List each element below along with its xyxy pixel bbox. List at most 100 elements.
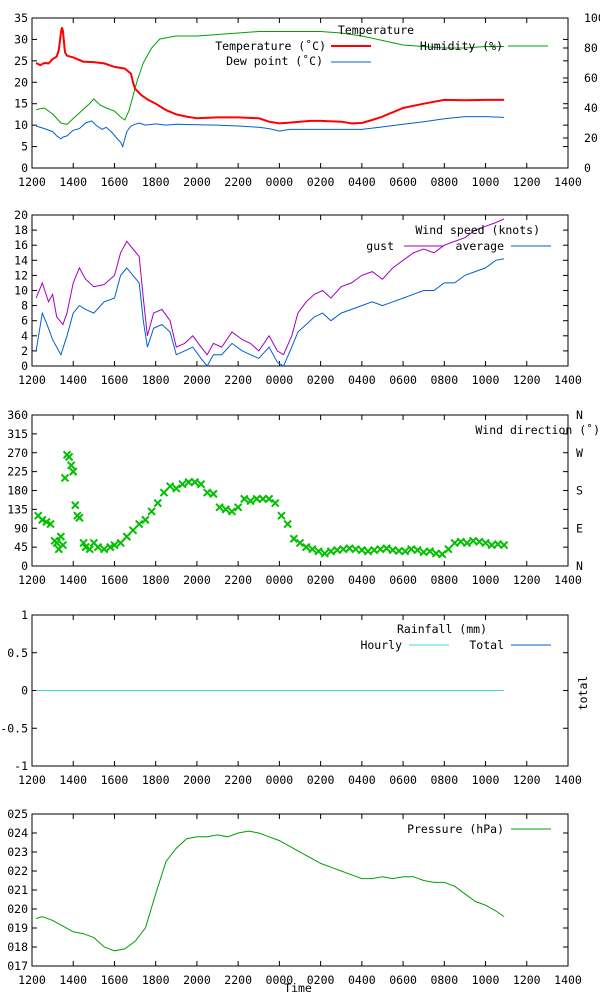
y-tick-label: 180 [7, 484, 28, 498]
legend-label-dew-point: Dew point (˚C) [226, 53, 323, 68]
wind-direction-point [308, 545, 317, 554]
wind-direction-point [233, 503, 243, 512]
y-tick-label: 5 [21, 140, 28, 154]
wind-direction-point [264, 494, 274, 504]
wind-direction-point [431, 549, 441, 558]
x-tick-label: 0400 [348, 175, 376, 189]
x-tick-label: 2000 [183, 573, 211, 587]
wind-direction-point [289, 534, 299, 543]
wind-direction-point [46, 519, 55, 529]
wind-direction-point [184, 477, 193, 487]
y-tick-label: 8 [21, 299, 28, 313]
y-tick-label: 018 [7, 940, 28, 954]
wind-direction-point [382, 544, 391, 553]
x-tick-label: 1400 [554, 175, 582, 189]
wind-direction-point [178, 480, 187, 489]
chart-title: Temperature [338, 23, 414, 37]
y-tick-label: 1 [21, 608, 28, 622]
wind-direction-point [271, 498, 280, 508]
wind-direction-point [320, 549, 329, 558]
x-tick-label: 2200 [224, 175, 252, 189]
x-tick-label: 2200 [224, 773, 252, 787]
x-tick-label: 0200 [307, 973, 335, 987]
x-tick-label: 1600 [101, 973, 129, 987]
legend-label-average: average [456, 239, 505, 253]
y2-tick-label: 0 [584, 161, 591, 175]
x-tick-label: 0400 [348, 973, 376, 987]
x-tick-label: 1000 [472, 573, 500, 587]
x-tick-label: 1200 [18, 573, 46, 587]
wind-direction-point [38, 515, 47, 525]
x-tick-label: 1400 [59, 973, 87, 987]
wind-direction-point [400, 547, 410, 556]
wind-direction-point [339, 545, 348, 554]
temperature-line [35, 27, 505, 125]
wind-direction-point [153, 498, 162, 508]
wind-direction-point [407, 545, 416, 554]
legend-label-pressure: Pressure (hPa) [407, 822, 504, 836]
wind-direction-point [425, 547, 435, 556]
y-tick-label: 16 [14, 238, 28, 252]
x-tick-label: 1800 [142, 573, 170, 587]
wind-direction-point [75, 513, 84, 522]
y2-tick-label: 100 [584, 11, 600, 25]
wind-direction-point [172, 484, 181, 493]
wind-direction-point [351, 545, 360, 554]
wind-direction-point [64, 452, 74, 462]
x-tick-label: 0000 [266, 773, 294, 787]
x-tick-label: 0800 [430, 573, 458, 587]
wind-direction-point [345, 544, 354, 553]
wind-direction-points [33, 450, 509, 559]
x-tick-label: 0800 [430, 973, 458, 987]
x-tick-label: 0600 [389, 373, 417, 387]
x-tick-label: 1000 [472, 773, 500, 787]
x-tick-label: 0000 [266, 175, 294, 189]
x-tick-label: 0400 [348, 573, 376, 587]
wind-direction-point [56, 532, 66, 541]
x-tick-label: 1000 [472, 175, 500, 189]
y-tick-label: 15 [14, 97, 28, 111]
wind-direction-point [209, 489, 218, 499]
wind-direction-point [363, 547, 373, 556]
y-tick-label: 0 [21, 684, 28, 698]
x-tick-label: 1400 [59, 373, 87, 387]
wind-direction-point [141, 515, 150, 525]
wind-direction-point [468, 536, 478, 546]
chart-title: Wind speed (knots) [415, 223, 540, 237]
y-tick-label: 6 [21, 314, 28, 328]
x-tick-label: 1000 [472, 973, 500, 987]
wind-direction-point [227, 507, 237, 516]
wind-direction-point [69, 467, 78, 476]
y-tick-label: 025 [7, 807, 28, 821]
y-tick-label: 315 [7, 427, 28, 441]
plot-frame-1 [31, 17, 569, 169]
wind-direction-point [370, 545, 379, 555]
wind-direction-point [66, 461, 76, 470]
wind-direction-point [481, 538, 490, 548]
wind-direction-point [52, 538, 61, 548]
x-tick-label: 2000 [183, 175, 211, 189]
wind-direction-point [128, 526, 138, 535]
x-tick-label: 1200 [18, 973, 46, 987]
y-tick-label: 0 [21, 359, 28, 373]
wind-direction-point [159, 488, 169, 497]
x-tick-label: 1400 [554, 373, 582, 387]
x-tick-label: 2000 [183, 973, 211, 987]
y-tick-label: 12 [14, 268, 28, 282]
y2-tick-label: 80 [584, 41, 598, 55]
wind-direction-point [258, 494, 268, 504]
wind-direction-point [283, 519, 292, 529]
compass-tick-label: W [576, 446, 583, 460]
x-tick-label: 1200 [513, 573, 541, 587]
x-tick-label: 1600 [101, 773, 129, 787]
y-tick-label: -1 [14, 759, 28, 773]
wind-direction-point [147, 507, 156, 516]
x-tick-label: 2200 [224, 373, 252, 387]
y-tick-label: 0 [21, 161, 28, 175]
wind-direction-point [246, 496, 255, 506]
y-tick-label: 20 [14, 208, 28, 222]
x-tick-label: 2200 [224, 573, 252, 587]
y-tick-label: 020 [7, 902, 28, 916]
y-tick-label: 022 [7, 864, 28, 878]
